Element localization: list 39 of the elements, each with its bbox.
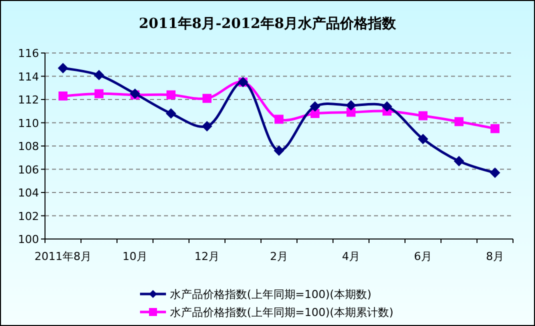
- point: [454, 156, 464, 166]
- y-tick-label: 104: [18, 186, 39, 200]
- point: [274, 146, 284, 156]
- y-tick-label: 102: [18, 210, 39, 223]
- point: [346, 100, 356, 110]
- x-tick-label: 2011年8月: [34, 250, 92, 263]
- legend-label: 水产品价格指数(上年同期=100)(本期数): [170, 288, 372, 301]
- point: [94, 89, 104, 98]
- x-tick-label: 8月: [486, 250, 504, 263]
- point: [418, 134, 428, 144]
- x-tick-label: 12月: [194, 250, 220, 263]
- point: [310, 101, 320, 112]
- x-tick-label: 6月: [414, 250, 432, 263]
- point: [202, 94, 212, 103]
- point: [94, 70, 104, 80]
- point: [454, 117, 464, 126]
- point: [166, 90, 176, 100]
- x-tick-label: 10月: [122, 250, 148, 263]
- y-tick-label: 108: [18, 140, 39, 153]
- chart-title: 2011年8月-2012年8月水产品价格指数: [138, 15, 398, 32]
- legend-label: 水产品价格指数(上年同期=100)(本期累计数): [170, 306, 394, 319]
- point: [382, 101, 392, 112]
- point: [58, 63, 68, 74]
- point: [166, 108, 176, 118]
- point: [490, 124, 500, 134]
- point: [274, 114, 284, 124]
- y-tick-label: 100: [18, 233, 39, 246]
- point: [58, 92, 68, 101]
- y-tick-label: 110: [18, 116, 39, 130]
- x-tick-label: 4月: [342, 250, 360, 263]
- y-tick-label: 116: [18, 47, 39, 60]
- point: [490, 168, 500, 178]
- point: [202, 121, 212, 132]
- y-tick-label: 114: [18, 70, 39, 84]
- point: [346, 108, 356, 117]
- y-tick-label: 106: [18, 163, 39, 176]
- y-tick-label: 112: [18, 94, 39, 106]
- x-tick-label: 2月: [270, 250, 288, 263]
- point: [418, 111, 428, 120]
